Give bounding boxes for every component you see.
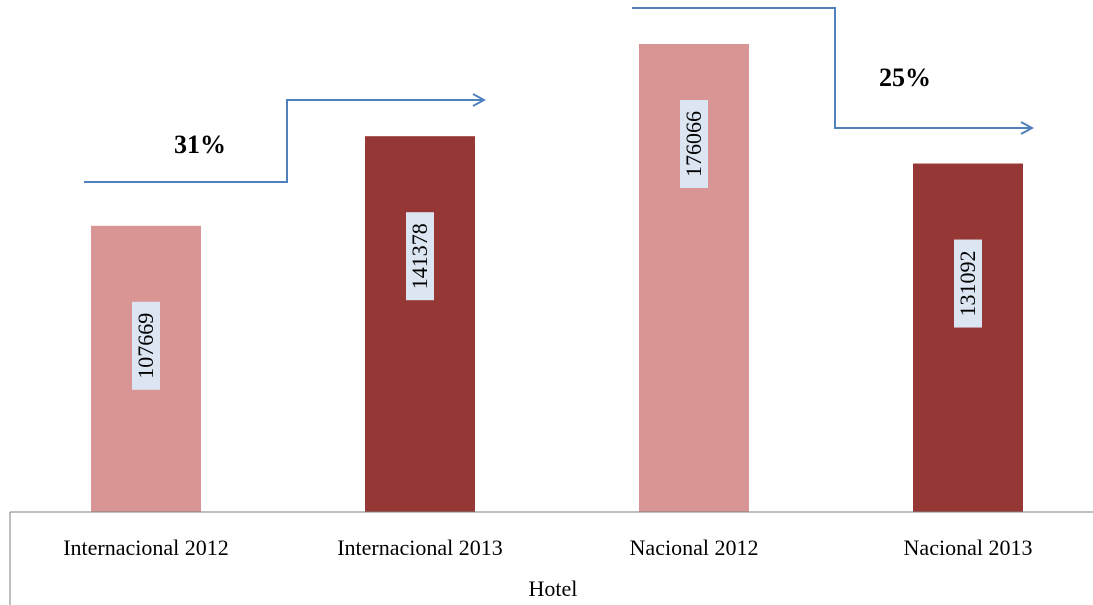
change-percent-label: 25%	[879, 63, 931, 92]
value-label-internacional-2013: 141378	[406, 212, 434, 301]
category-label-internacional-2012: Internacional 2012	[63, 535, 229, 560]
bar-internacional-2013	[365, 136, 475, 512]
value-label-text: 107669	[133, 313, 158, 379]
x-axis	[9, 511, 1093, 605]
value-label-bg	[132, 301, 160, 390]
value-label-bg	[954, 239, 982, 328]
value-labels: 107669 141378 176066 131092	[132, 100, 982, 390]
bar-nacional-2013	[913, 163, 1023, 513]
change-arrows: 31% 25%	[84, 7, 1032, 183]
value-label-nacional-2013: 131092	[954, 239, 982, 328]
value-label-nacional-2012: 176066	[680, 100, 708, 188]
category-label-internacional-2013: Internacional 2013	[337, 535, 503, 560]
change-arrow-internacional-2012-to-internacional-2013	[84, 100, 484, 183]
value-label-internacional-2012: 107669	[132, 301, 160, 390]
change-arrow-nacional-2012-to-nacional-2013	[632, 7, 1032, 128]
value-label-text: 131092	[955, 251, 980, 317]
x-axis-title: Hotel	[529, 576, 578, 601]
value-label-bg	[680, 100, 708, 188]
category-label-nacional-2012: Nacional 2012	[630, 535, 759, 560]
value-label-bg	[406, 212, 434, 301]
value-label-text: 176066	[681, 111, 706, 177]
category-label-nacional-2013: Nacional 2013	[904, 535, 1033, 560]
bars	[91, 44, 1023, 513]
value-label-text: 141378	[407, 223, 432, 289]
change-percent-label: 31%	[174, 130, 226, 159]
category-labels: Internacional 2012 Internacional 2013 Naci…	[63, 535, 1032, 560]
